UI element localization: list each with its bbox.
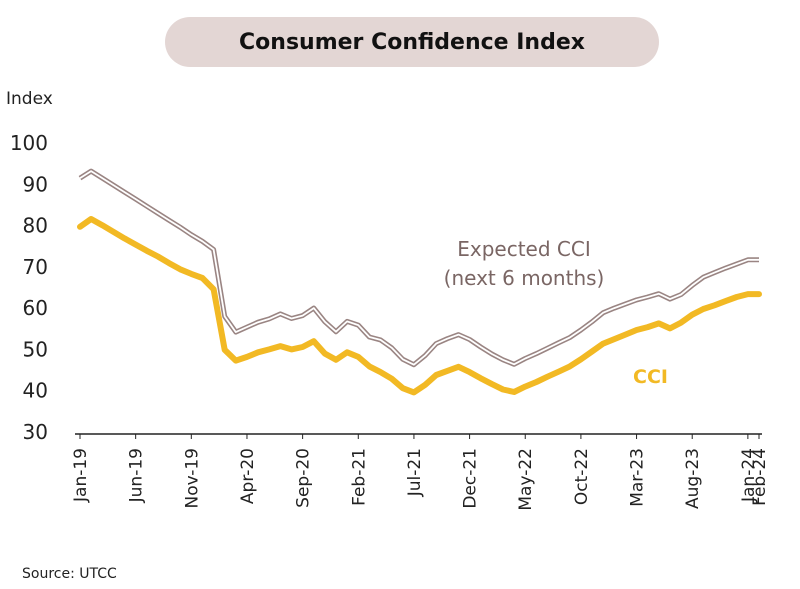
x-tick-label: Nov-19 bbox=[182, 448, 202, 509]
x-tick-label: Apr-20 bbox=[238, 448, 258, 504]
y-tick-label: 50 bbox=[23, 337, 48, 361]
x-tick-label: Jun-19 bbox=[127, 448, 147, 503]
annotation-expected-cci: Expected CCI (next 6 months) bbox=[444, 237, 605, 290]
y-tick-label: 90 bbox=[23, 172, 48, 196]
x-tick-label: Sep-20 bbox=[294, 448, 314, 508]
y-tick-label: 30 bbox=[23, 420, 48, 444]
y-tick-label: 70 bbox=[23, 255, 48, 279]
chart-title: Consumer Confidence Index bbox=[239, 29, 585, 55]
y-tick-label: 40 bbox=[23, 379, 48, 403]
y-axis-ticks: 30 40 50 60 70 80 90 100 bbox=[10, 131, 48, 444]
annotation-cci: CCI bbox=[633, 366, 668, 388]
x-axis-ticks: Jan-19 Jun-19 Nov-19 Apr-20 Sep-20 Feb-21 Jul-… bbox=[71, 434, 770, 511]
source-note: Source: UTCC bbox=[22, 566, 117, 582]
y-axis-label: Index bbox=[6, 89, 53, 109]
x-tick-label: May-22 bbox=[516, 448, 536, 511]
x-tick-label: Dec-21 bbox=[461, 448, 481, 509]
annotation-expected-line1: Expected CCI bbox=[457, 237, 591, 261]
x-tick-label: Oct-22 bbox=[572, 448, 592, 505]
y-tick-label: 80 bbox=[23, 214, 48, 238]
x-tick-label: Jan-19 bbox=[71, 448, 91, 503]
series-lines bbox=[77, 168, 762, 396]
x-tick-label: Feb-24 bbox=[750, 448, 770, 506]
x-tick-label: Aug-23 bbox=[683, 448, 703, 509]
x-tick-label: Mar-23 bbox=[628, 448, 648, 507]
x-tick-label: Jul-21 bbox=[405, 448, 425, 497]
annotation-expected-line2: (next 6 months) bbox=[444, 266, 605, 290]
x-tick-label: Feb-21 bbox=[349, 448, 369, 506]
chart-title-pill: Consumer Confidence Index bbox=[165, 17, 659, 67]
y-tick-label: 60 bbox=[23, 296, 48, 320]
line-chart: Index 30 40 50 60 70 80 90 100 Jan-19 Jun-19 Nov-… bbox=[6, 89, 770, 511]
x-tick-label: Jan-24 bbox=[739, 448, 759, 503]
y-tick-label: 100 bbox=[10, 131, 48, 155]
series-line-expected-cci-inner bbox=[79, 170, 759, 366]
series-line-cci bbox=[77, 216, 762, 396]
